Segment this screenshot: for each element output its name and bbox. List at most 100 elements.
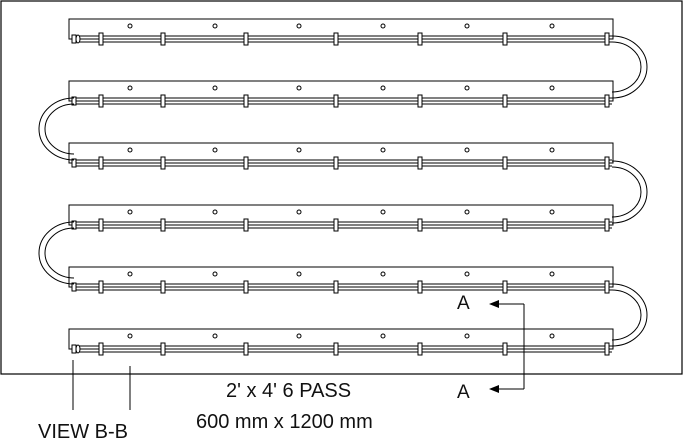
section-arrow-bottom (489, 385, 499, 393)
mounting-hole (296, 271, 302, 277)
tube-clamp (417, 32, 423, 46)
mounting-hole (296, 209, 302, 215)
mounting-hole (296, 85, 302, 91)
tube-clamp (502, 342, 508, 356)
mounting-hole (549, 85, 555, 91)
panel-outline (0, 0, 683, 375)
tube-clamp (333, 32, 339, 46)
section-line-a-a (489, 300, 525, 393)
tube-clamp (604, 280, 610, 294)
tube-clamp (417, 218, 423, 232)
fin-plate (68, 204, 614, 226)
mounting-hole (212, 271, 218, 277)
mounting-hole (296, 23, 302, 29)
return-bend-right-1-inner (611, 41, 642, 93)
tube-clamp (502, 32, 508, 46)
fin-plate (68, 142, 614, 164)
fin-plate (68, 80, 614, 102)
mounting-hole (380, 209, 386, 215)
return-bend-left-1 (38, 97, 75, 161)
mounting-hole (380, 85, 386, 91)
return-bend-left-2-inner (44, 227, 75, 279)
mounting-hole (127, 333, 133, 339)
tube-end-cap (71, 220, 77, 230)
fin-plate (68, 328, 614, 350)
tube-clamp (243, 342, 249, 356)
tube-clamp (160, 342, 166, 356)
pass-title: 2' x 4' 6 PASS (226, 380, 351, 402)
tube-end-cap (71, 96, 77, 106)
mounting-hole (127, 271, 133, 277)
mounting-hole (549, 23, 555, 29)
return-bend-right-3-inner (611, 289, 642, 341)
tube-clamp (417, 280, 423, 294)
mounting-hole (127, 85, 133, 91)
tube-clamp (98, 218, 104, 232)
mounting-hole (296, 333, 302, 339)
tube-clamp (98, 342, 104, 356)
tube-clamp (333, 280, 339, 294)
return-bend-left-2 (38, 221, 75, 285)
return-bend-right-2 (611, 160, 648, 224)
tube-clamp (160, 32, 166, 46)
tube-clamp (604, 342, 610, 356)
tube-clamp (604, 32, 610, 46)
return-bend-right-3 (611, 283, 648, 347)
tube-clamp (502, 280, 508, 294)
tube-clamp (417, 94, 423, 108)
tube-clamp (502, 94, 508, 108)
tube-clamp (98, 156, 104, 170)
tube-clamp (604, 156, 610, 170)
section-marker-bottom: A (457, 382, 470, 403)
tube-clamp (243, 156, 249, 170)
mounting-hole (549, 271, 555, 277)
tube-clamp (243, 32, 249, 46)
tube-clamp (417, 342, 423, 356)
tube-end-cap (71, 34, 77, 44)
mounting-hole (127, 23, 133, 29)
tube-passes (68, 18, 614, 356)
mounting-hole (464, 271, 470, 277)
mounting-hole (296, 147, 302, 153)
tube-clamp (333, 94, 339, 108)
view-b-b-leaders (72, 360, 131, 410)
mounting-hole (464, 147, 470, 153)
mounting-hole (212, 23, 218, 29)
fin-plate (68, 18, 614, 40)
tube-clamp (604, 94, 610, 108)
return-bends (38, 35, 648, 347)
mounting-hole (127, 209, 133, 215)
tube-end-cap (71, 158, 77, 168)
mounting-hole (212, 85, 218, 91)
return-bend-left-1-inner (44, 103, 75, 155)
tube-clamp (243, 218, 249, 232)
pass-row-3 (68, 142, 614, 170)
mounting-hole (212, 333, 218, 339)
mounting-hole (549, 209, 555, 215)
tube-clamp (243, 280, 249, 294)
tube-clamp (160, 280, 166, 294)
pass-row-5 (68, 266, 614, 294)
tube-clamp (417, 156, 423, 170)
tube-end-cap (71, 282, 77, 292)
tube-clamp (333, 218, 339, 232)
tube-inlet-opening (75, 34, 81, 44)
view-label: VIEW B-B (38, 421, 128, 443)
mounting-hole (464, 85, 470, 91)
pass-row-4 (68, 204, 614, 232)
tube-clamp (160, 156, 166, 170)
mounting-hole (380, 333, 386, 339)
mounting-hole (549, 147, 555, 153)
mounting-hole (380, 23, 386, 29)
mounting-hole (464, 209, 470, 215)
pass-row-2 (68, 80, 614, 108)
section-marker-top: A (457, 293, 470, 314)
mounting-hole (127, 147, 133, 153)
tube-clamp (604, 218, 610, 232)
pass-row-1 (68, 18, 614, 46)
tube-inlet-opening (75, 344, 81, 354)
mounting-hole (212, 147, 218, 153)
return-bend-right-1 (611, 35, 648, 99)
tube-clamp (333, 342, 339, 356)
